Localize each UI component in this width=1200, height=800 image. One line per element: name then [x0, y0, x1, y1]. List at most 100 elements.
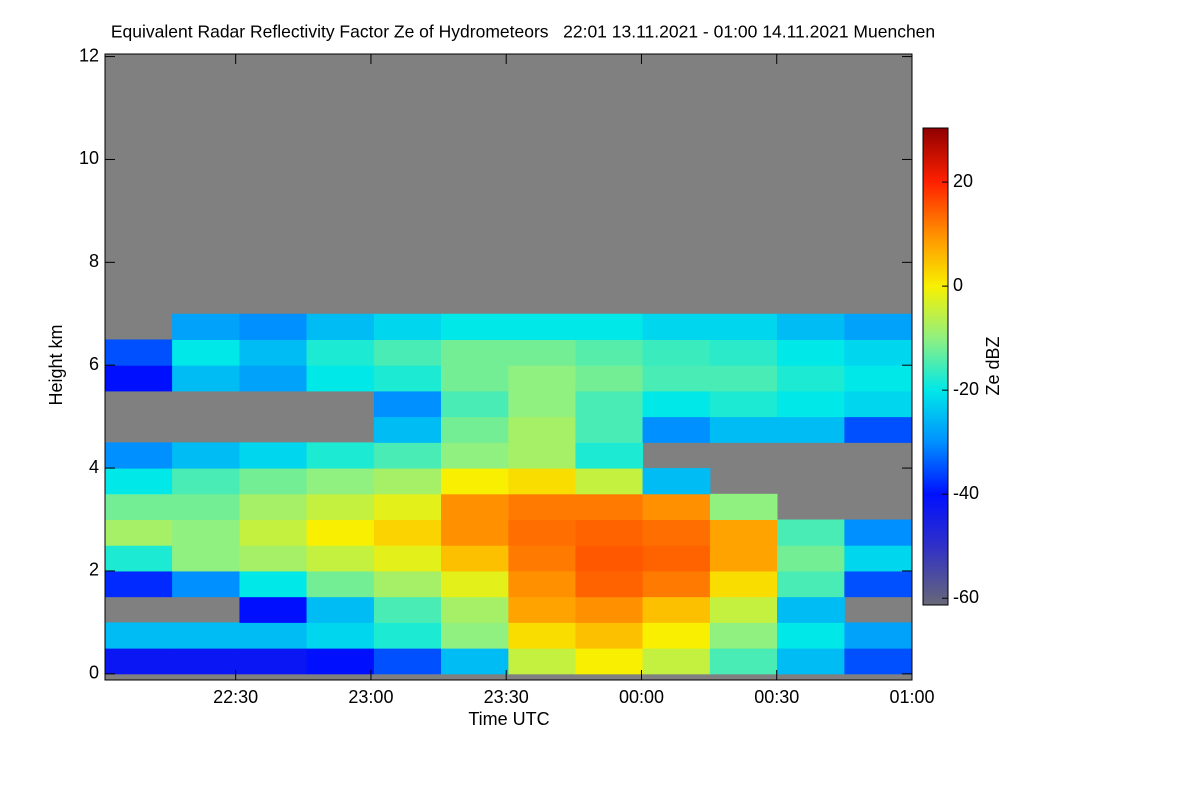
heatmap-cell: [709, 545, 778, 572]
heatmap-cell: [239, 570, 308, 598]
x-tick-label: 22:30: [213, 687, 258, 707]
heatmap-cell: [575, 570, 644, 598]
heatmap-cell: [844, 365, 913, 392]
heatmap-cell: [105, 648, 173, 675]
heatmap-cell: [508, 365, 576, 392]
heatmap-cell: [373, 570, 442, 598]
heatmap-cell: [441, 416, 509, 443]
heatmap-cell: [777, 339, 845, 366]
heatmap-cell: [105, 570, 173, 598]
heatmap-cell: [441, 468, 509, 495]
heatmap-cell: [172, 545, 240, 572]
heatmap-cell: [105, 365, 173, 392]
heatmap-cell: [239, 648, 308, 675]
heatmap-cell: [575, 493, 644, 521]
colorbar-tick-label: 0: [953, 275, 963, 295]
colorbar-tick-label: 20: [953, 171, 973, 191]
heatmap-cell: [172, 493, 240, 521]
heatmap-cell: [105, 493, 173, 521]
heatmap-cell: [441, 545, 509, 572]
heatmap-cell: [105, 519, 173, 546]
heatmap-cell: [239, 596, 308, 623]
heatmap-cell: [844, 570, 913, 598]
heatmap-cell: [575, 339, 644, 366]
heatmap-cell: [239, 442, 308, 469]
heatmap-cell: [777, 622, 845, 649]
heatmap-cell: [844, 622, 913, 649]
heatmap-cell: [239, 622, 308, 649]
heatmap-cell: [239, 339, 308, 366]
heatmap-cell: [575, 545, 644, 572]
heatmap-cell: [373, 416, 442, 443]
heatmap-cell: [306, 519, 375, 546]
heatmap-cell: [844, 545, 913, 572]
heatmap-cell: [105, 622, 173, 649]
heatmap-cell: [441, 622, 509, 649]
heatmap-cell: [777, 570, 845, 598]
heatmap-cell: [239, 468, 308, 495]
y-tick-label: 6: [89, 354, 99, 374]
heatmap-cell: [441, 493, 509, 521]
heatmap-cell: [441, 365, 509, 392]
heatmap-cell: [105, 468, 173, 495]
heatmap-cell: [306, 339, 375, 366]
x-tick-label: 23:30: [484, 687, 529, 707]
x-tick-label: 23:00: [348, 687, 393, 707]
heatmap-cell: [709, 339, 778, 366]
heatmap-cell: [172, 365, 240, 392]
heatmap-cell: [575, 416, 644, 443]
colorbar-tick-label: -60: [953, 587, 979, 607]
heatmap-cell: [441, 519, 509, 546]
heatmap-cell: [709, 493, 778, 521]
y-tick-label: 4: [89, 457, 99, 477]
heatmap-cell: [239, 313, 308, 340]
heatmap-cell: [642, 596, 711, 623]
heatmap-cell: [373, 339, 442, 366]
heatmap-cell: [642, 570, 711, 598]
heatmap-cell: [172, 519, 240, 546]
heatmap-cell: [575, 442, 644, 469]
heatmap-cell: [709, 416, 778, 443]
heatmap-cell: [642, 339, 711, 366]
heatmap-cell: [575, 648, 644, 675]
heatmap-cell: [172, 442, 240, 469]
heatmap-cell: [441, 570, 509, 598]
heatmap-cell: [777, 648, 845, 675]
heatmap-cell: [441, 648, 509, 675]
heatmap-cell: [239, 365, 308, 392]
y-tick-label: 2: [89, 560, 99, 580]
heatmap-cell: [373, 493, 442, 521]
y-axis-label: Height km: [46, 324, 66, 405]
heatmap-cell: [844, 313, 913, 340]
heatmap-cell: [306, 442, 375, 469]
x-tick-label: 01:00: [889, 687, 934, 707]
heatmap-cell: [508, 442, 576, 469]
heatmap-cell: [306, 570, 375, 598]
heatmap-cell: [508, 416, 576, 443]
heatmap-cell: [642, 648, 711, 675]
heatmap-cell: [373, 468, 442, 495]
plot-frame: [104, 53, 913, 681]
heatmap-cell: [508, 313, 576, 340]
y-tick-label: 10: [79, 148, 99, 168]
heatmap-cell: [373, 390, 442, 418]
heatmap-cell: [508, 570, 576, 598]
heatmap-cell: [642, 416, 711, 443]
heatmap-cell: [777, 545, 845, 572]
heatmap-cell: [709, 519, 778, 546]
heatmap-cell: [777, 365, 845, 392]
heatmap-cell: [172, 570, 240, 598]
heatmap-cell: [709, 648, 778, 675]
colorbar-label: Ze dBZ: [983, 336, 1003, 395]
heatmap-cell: [575, 365, 644, 392]
heatmap-cell: [642, 468, 711, 495]
heatmap-cell: [575, 519, 644, 546]
heatmap-cell: [508, 648, 576, 675]
heatmap-cell: [239, 545, 308, 572]
heatmap-cell: [441, 339, 509, 366]
heatmap-cell: [508, 493, 576, 521]
heatmap-cell: [373, 365, 442, 392]
heatmap-cell: [642, 313, 711, 340]
heatmap-cell: [508, 596, 576, 623]
heatmap-cell: [306, 493, 375, 521]
